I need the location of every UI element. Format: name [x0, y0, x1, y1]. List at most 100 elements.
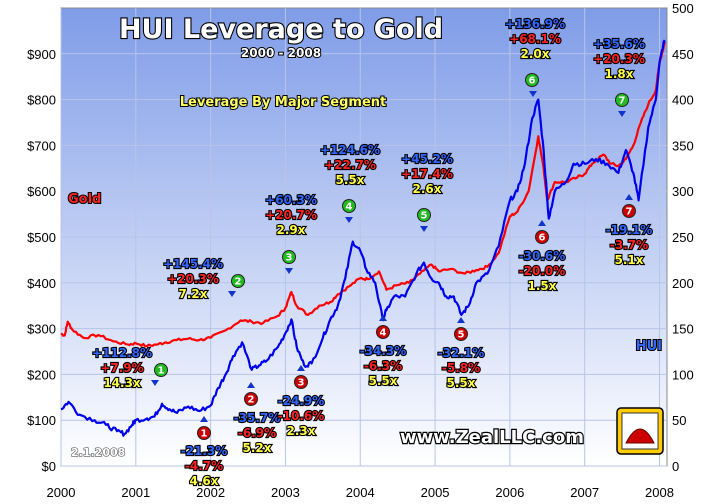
y-right-tick: 450: [672, 47, 694, 62]
arrow-down-icon: [420, 226, 428, 232]
segment-number: 2: [235, 277, 242, 288]
segment-leverage: 1.5x: [528, 279, 557, 293]
segment-down-4: 4 -34.3%-6.3%5.5x: [359, 315, 407, 389]
segment-hui-change: +145.4%: [163, 257, 223, 271]
y-right-tick: 250: [672, 230, 694, 245]
arrow-down-icon: [618, 111, 626, 117]
website-label: www.ZealLLC.com: [400, 427, 584, 448]
y-left-tick: $800: [27, 93, 56, 108]
segment-marker: [282, 250, 296, 264]
segment-marker: [615, 93, 629, 107]
section-label: Leverage By Major Segment: [180, 95, 386, 110]
segment-gold-change: -20.0%: [519, 264, 566, 278]
y-right-tick: 50: [672, 413, 686, 428]
x-tick: 2003: [271, 485, 300, 500]
segment-gold-change: +68.1%: [509, 32, 561, 46]
segment-marker: [417, 208, 431, 222]
segment-gold-change: +17.4%: [401, 167, 453, 181]
y-left-tick: $700: [27, 138, 56, 153]
arrow-up-icon: [379, 315, 387, 321]
y-right-tick: 0: [672, 459, 679, 474]
segment-gold-change: -6.9%: [238, 426, 276, 440]
x-tick: 2005: [421, 485, 450, 500]
x-tick: 2007: [570, 485, 599, 500]
x-tick: 2006: [495, 485, 524, 500]
y-right-tick: 500: [672, 1, 694, 16]
segment-number: 5: [421, 211, 428, 222]
y-left-tick: $500: [27, 230, 56, 245]
segment-marker: [525, 73, 539, 87]
segment-marker: [454, 327, 468, 341]
segment-hui-change: +136.9%: [505, 17, 565, 31]
segment-marker: [231, 274, 245, 288]
arrow-down-icon: [345, 217, 353, 223]
segment-marker: [294, 375, 308, 389]
series-label-hui: HUI: [636, 339, 662, 354]
x-tick: 2004: [346, 485, 375, 500]
segment-number: 7: [619, 96, 626, 107]
segment-number: 4: [346, 202, 353, 213]
segment-leverage: 4.6x: [190, 474, 219, 488]
segment-down-6: 6 -30.6%-20.0%1.5x: [518, 220, 566, 294]
segment-hui-change: -35.7%: [234, 411, 281, 425]
segment-hui-change: +112.8%: [92, 346, 152, 360]
arrow-up-icon: [538, 220, 546, 226]
segment-leverage: 2.3x: [287, 424, 316, 438]
segment-gold-change: +7.9%: [100, 361, 143, 375]
segment-up-5: 5 +45.2%+17.4%2.6x: [400, 151, 454, 232]
zeal-logo: [616, 407, 664, 455]
y-left-tick: $100: [27, 413, 56, 428]
y-left-tick: $200: [27, 367, 56, 382]
segment-leverage: 2.0x: [521, 47, 550, 61]
segment-number: 2: [248, 395, 255, 406]
segment-marker: [342, 199, 356, 213]
segment-gold-change: -5.8%: [442, 361, 480, 375]
y-left-tick: $300: [27, 322, 56, 337]
x-tick: 2008: [645, 485, 674, 500]
gridlines: [60, 8, 667, 467]
series-label-gold: Gold: [68, 192, 101, 207]
segment-leverage: 2.6x: [413, 182, 442, 196]
series-line-gold: [60, 42, 666, 348]
y-right-tick: 150: [672, 322, 694, 337]
y-right-tick: 400: [672, 93, 694, 108]
segment-leverage: 5.1x: [615, 253, 644, 267]
segment-up-3: 3 +60.3%+20.7%2.9x: [264, 192, 318, 274]
segment-marker: [376, 325, 390, 339]
arrow-down-icon: [529, 91, 537, 97]
segment-gold-change: +22.7%: [324, 158, 376, 172]
logo-shell: [625, 428, 655, 444]
segment-marker: [154, 363, 168, 377]
segment-leverage: 1.8x: [605, 67, 634, 81]
y-right-tick: 350: [672, 138, 694, 153]
segment-hui-change: +45.2%: [401, 152, 453, 166]
segment-leverage: 5.5x: [447, 376, 476, 390]
segment-hui-change: -21.3%: [181, 444, 228, 458]
arrow-down-icon: [228, 291, 236, 297]
chart-subtitle: 2000 - 2008: [241, 46, 321, 60]
segment-marker: [244, 392, 258, 406]
segment-gold-change: -10.6%: [278, 409, 325, 423]
segment-leverage: 2.9x: [277, 223, 306, 237]
segment-markers: 1+112.8%+7.9%14.3x2+145.4%+20.3%7.2x3+60…: [91, 16, 654, 489]
segment-gold-change: +20.3%: [167, 272, 219, 286]
date-stamp: 2.1.2008: [71, 446, 125, 459]
segment-number: 5: [458, 330, 465, 341]
arrow-up-icon: [297, 365, 305, 371]
x-tick: 2001: [121, 485, 150, 500]
arrow-down-icon: [151, 380, 159, 386]
y-left-tick: $900: [27, 47, 56, 62]
axis-ticks: $0 $100 $200 $300 $400 $500 $600 $700 $800 $900 0 5…: [27, 1, 694, 500]
segment-down-7: 7 -19.1%-3.7%5.1x: [605, 194, 653, 268]
segment-number: 1: [201, 429, 208, 440]
segment-hui-change: -32.1%: [438, 346, 485, 360]
y-right-tick: 200: [672, 276, 694, 291]
arrow-up-icon: [625, 194, 633, 200]
segment-leverage: 14.3x: [103, 376, 141, 390]
arrow-up-icon: [200, 416, 208, 422]
segment-down-5: 5 -32.1%-5.8%5.5x: [437, 317, 485, 391]
arrow-down-icon: [285, 268, 293, 274]
series-line-hui: [60, 39, 666, 437]
